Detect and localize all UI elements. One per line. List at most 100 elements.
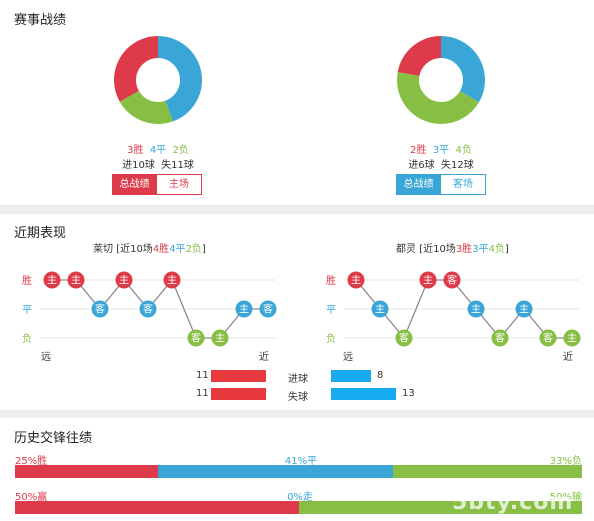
head-to-head-panel: 历史交锋往绩 25%胜 41%平 33%负 50%赢 0%走 50%输 5bty… [0, 418, 594, 521]
left-form-node-2 [67, 271, 85, 289]
season-record-panel: 赛事战绩 3胜 4平 2负 进10球 失11球 总战绩 主场 2胜 3平 4负 … [0, 0, 594, 205]
right-form-node-label-10: 主 [567, 333, 577, 345]
left-team-header-loss: 2负 [185, 244, 202, 255]
left-home-button[interactable]: 主场 [156, 174, 202, 195]
h2h-draw-pct: 41%平 [284, 456, 318, 467]
right-team-header-suffix: ] [504, 244, 509, 255]
right-form-node-9 [539, 329, 557, 347]
right-form-node-label-2: 主 [375, 304, 385, 316]
left-form-node-3 [91, 300, 109, 318]
h2h-loss-segment [392, 465, 582, 478]
right-form-node-label-3: 客 [399, 332, 409, 345]
left-donut-chart [114, 36, 202, 124]
right-away-button[interactable]: 客场 [440, 174, 486, 195]
goals-against-left-bar [211, 388, 266, 400]
right-team-recent-header: 都灵 [近10场3胜3平4负] [396, 240, 509, 255]
goals-for-label: 进球 [288, 374, 308, 385]
h2h-loss-pct: 33%负 [549, 456, 582, 467]
left-form-node-4 [115, 271, 133, 289]
left-form-node-label-9: 主 [239, 304, 249, 316]
left-form-node-8 [211, 329, 229, 347]
goals-against-left-value: 11 [196, 388, 209, 399]
right-form-node-7 [491, 329, 509, 347]
left-form-line [52, 278, 268, 339]
right-form-node-10 [563, 329, 581, 347]
h2h-handicap-push-pct: 0%走 [287, 492, 313, 503]
left-form-node-label-2: 主 [71, 275, 81, 287]
right-row-label-win: 胜 [326, 276, 336, 287]
left-axis-near-label: 近 [259, 352, 269, 363]
left-form-node-label-4: 主 [119, 275, 129, 287]
recent-form-panel: 近期表现 莱切 [近10场4胜4平2负] 都灵 [近10场3胜3平4负] 胜 平… [0, 214, 594, 410]
right-draw-count: 3平 [432, 145, 450, 156]
left-form-node-1 [43, 271, 61, 289]
right-goals-summary: 进6球 失12球 [408, 160, 474, 171]
left-form-node-6 [163, 271, 181, 289]
left-form-node-9 [235, 300, 253, 318]
right-form-node-4 [419, 271, 437, 289]
h2h-handicap-bar [15, 501, 582, 514]
right-donut-chart [397, 36, 485, 124]
h2h-handicap-win-segment [15, 501, 299, 514]
right-team-header-prefix: 都灵 [近10场 [396, 244, 456, 255]
right-row-label-loss: 负 [326, 334, 336, 345]
left-loss-count: 2负 [172, 145, 189, 156]
section-title: 赛事战绩 [14, 13, 67, 28]
right-team-header-loss: 4负 [488, 244, 505, 255]
right-record-summary: 2胜 3平 4负 [361, 141, 521, 156]
left-row-label-loss: 负 [22, 334, 32, 345]
right-loss-count: 4负 [455, 145, 472, 156]
watermark: 5bty.com [452, 490, 574, 515]
h2h-draw-segment [158, 465, 393, 478]
h2h-win-pct: 25%胜 [15, 456, 48, 467]
right-form-node-label-9: 客 [543, 332, 553, 345]
goals-for-left-bar [211, 370, 266, 382]
left-donut-loss-segment [114, 36, 202, 124]
goals-for-right-bar [331, 370, 371, 382]
left-form-node-label-5: 客 [143, 303, 153, 316]
left-team-header-prefix: 莱切 [近10场 [93, 244, 153, 255]
right-form-node-label-8: 主 [519, 304, 529, 316]
left-draw-count: 4平 [149, 145, 167, 156]
left-form-node-label-8: 主 [215, 333, 225, 345]
goals-against-right-value: 13 [402, 388, 415, 399]
left-axis-far-label: 远 [41, 352, 51, 363]
right-team-header-win: 3胜 [455, 244, 473, 255]
left-form-node-5 [139, 300, 157, 318]
right-form-chart: 主主客主 客主客主客主 [344, 271, 581, 347]
h2h-result-bar [15, 465, 582, 478]
left-form-chart: 主主客主客主客 主主客 [40, 271, 277, 347]
right-axis-near-label: 近 [563, 352, 573, 363]
left-donut-win-segment [114, 36, 202, 124]
right-donut-loss-segment [397, 36, 485, 124]
left-form-node-label-3: 客 [95, 303, 105, 316]
left-form-node-label-10: 客 [263, 303, 273, 316]
right-total-record-button[interactable]: 总战绩 [396, 174, 441, 195]
left-team-header-suffix: ] [201, 244, 206, 255]
right-row-label-draw: 平 [326, 305, 336, 316]
left-row-label-draw: 平 [22, 305, 32, 316]
right-form-node-1 [347, 271, 365, 289]
right-form-node-6 [467, 300, 485, 318]
right-form-node-label-5: 客 [447, 274, 457, 287]
left-win-count: 3胜 [127, 145, 144, 156]
section-title: 近期表现 [14, 226, 67, 241]
right-donut-win-segment [397, 36, 485, 124]
left-record-summary: 3胜 4平 2负 [78, 141, 238, 156]
goals-against-label: 失球 [288, 392, 308, 403]
left-form-node-7 [187, 329, 205, 347]
h2h-win-segment [15, 465, 159, 478]
right-form-node-label-7: 客 [495, 332, 505, 345]
left-row-label-win: 胜 [22, 276, 32, 287]
right-team-header-draw: 3平 [472, 244, 489, 255]
left-team-header-win: 4胜 [152, 244, 170, 255]
right-form-node-label-1: 主 [351, 275, 361, 287]
right-form-node-label-6: 主 [471, 304, 481, 316]
left-form-node-10 [259, 300, 277, 318]
h2h-handicap-loss-segment [298, 501, 582, 514]
left-total-record-button[interactable]: 总战绩 [112, 174, 157, 195]
left-form-node-label-6: 主 [167, 275, 177, 287]
left-form-node-label-1: 主 [47, 275, 57, 287]
right-form-node-3 [395, 329, 413, 347]
right-win-count: 2胜 [410, 145, 427, 156]
